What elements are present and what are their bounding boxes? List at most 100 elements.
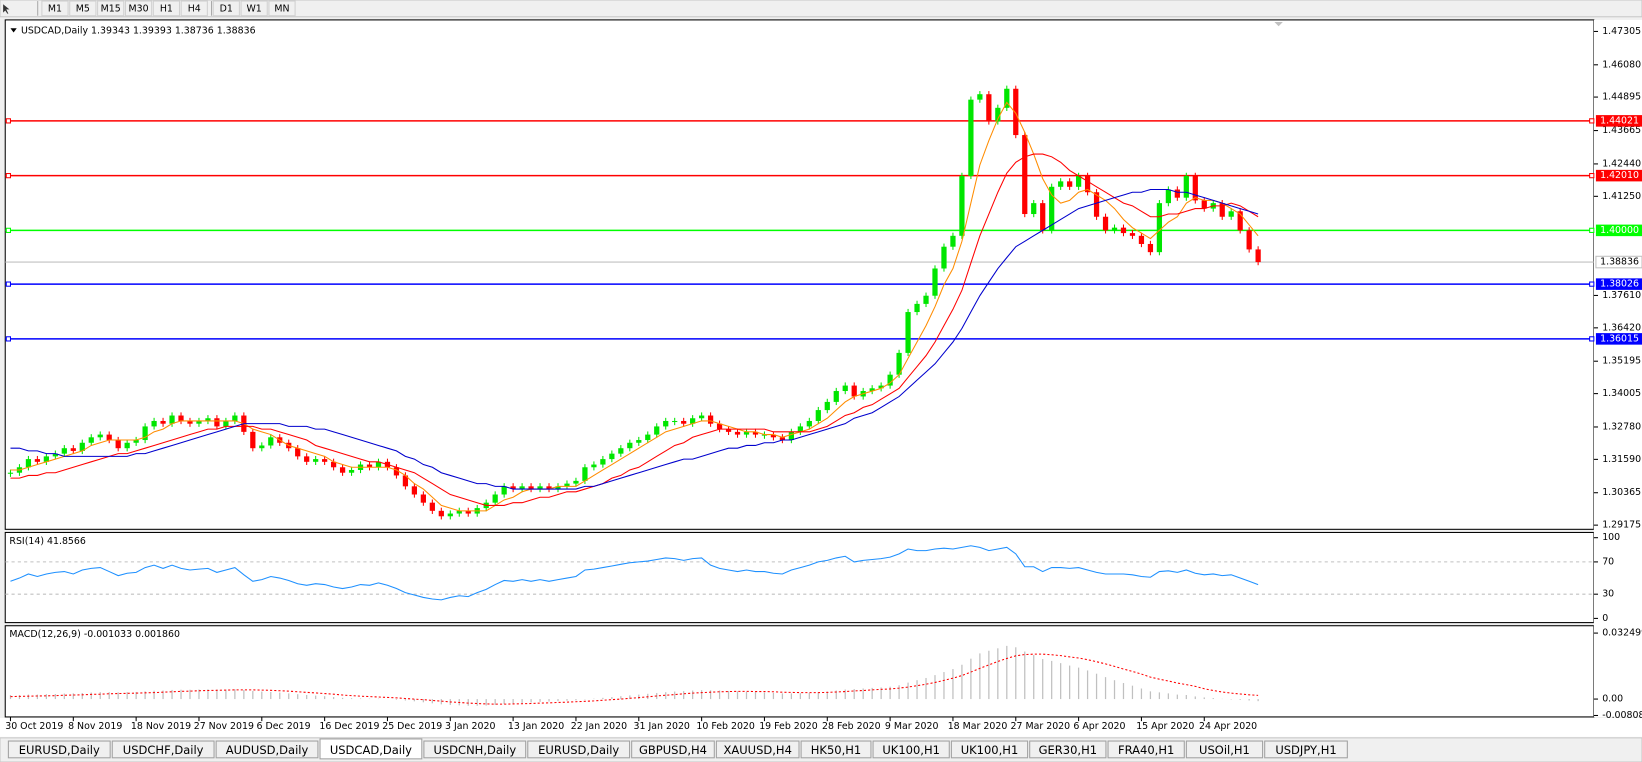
timeframe-label[interactable]: MN xyxy=(274,3,289,14)
tab-frame[interactable] xyxy=(527,740,631,759)
tab-label[interactable]: GBPUSD,H4 xyxy=(639,743,707,757)
tab-frame[interactable] xyxy=(800,740,872,759)
tab-label[interactable]: EURUSD,Daily xyxy=(538,743,619,757)
symbol-tab[interactable]: EURUSD,Daily xyxy=(527,740,631,759)
tab-label[interactable]: USDJPY,H1 xyxy=(1275,743,1336,757)
candle-body xyxy=(537,486,543,490)
symbol-tab[interactable]: USDCHF,Daily xyxy=(111,740,215,759)
tab-frame[interactable] xyxy=(715,740,800,759)
symbol-tab[interactable]: USDCAD,Daily xyxy=(319,738,423,760)
symbol-tab[interactable]: USOil,H1 xyxy=(1185,740,1264,759)
timeframe-button[interactable]: M1 xyxy=(41,0,69,17)
timeframe-label[interactable]: M30 xyxy=(129,3,149,14)
date-axis xyxy=(0,717,1642,737)
symbol-tab[interactable]: GER30,H1 xyxy=(1029,740,1107,759)
timeframe-label[interactable]: M1 xyxy=(48,3,62,14)
tab-frame[interactable] xyxy=(423,740,527,759)
timeframe-button[interactable]: D1 xyxy=(212,0,240,17)
candle-body xyxy=(743,431,750,435)
candle-body xyxy=(959,175,965,236)
tab-frame[interactable] xyxy=(950,740,1029,759)
tab-frame[interactable] xyxy=(1107,740,1185,759)
tab-frame[interactable] xyxy=(111,740,215,759)
rsi-header: RSI(14) 41.8566 xyxy=(9,535,85,546)
tab-label[interactable]: FRA40,H1 xyxy=(1118,743,1174,757)
timeframe-button-frame[interactable] xyxy=(180,0,208,17)
timeframe-label[interactable]: W1 xyxy=(247,3,262,14)
timeframe-button-frame[interactable] xyxy=(124,0,153,17)
timeframe-button-frame[interactable] xyxy=(41,0,69,17)
timeframe-label[interactable]: M5 xyxy=(76,3,90,14)
timeframe-label[interactable]: H4 xyxy=(188,3,201,14)
timeframe-button[interactable]: W1 xyxy=(240,0,268,17)
candle-body xyxy=(573,480,579,484)
tab-frame[interactable] xyxy=(1264,740,1348,759)
timeframe-button[interactable]: M15 xyxy=(97,0,125,17)
tab-label[interactable]: GER30,H1 xyxy=(1039,743,1097,757)
timeframe-label[interactable]: M15 xyxy=(101,3,121,14)
last-price-box xyxy=(1595,255,1642,269)
symbol-tab[interactable]: UK100,H1 xyxy=(872,740,950,759)
tab-frame[interactable] xyxy=(631,740,715,759)
timeframe-label[interactable]: H1 xyxy=(160,3,173,14)
timeframe-button-frame[interactable] xyxy=(152,0,181,17)
timeframe-button[interactable]: M5 xyxy=(69,0,97,17)
timeframe-button[interactable]: H4 xyxy=(180,0,208,17)
tab-label[interactable]: EURUSD,Daily xyxy=(19,743,100,757)
tab-label[interactable]: USOil,H1 xyxy=(1199,743,1250,757)
symbol-tab[interactable]: USDCNH,Daily xyxy=(423,740,527,759)
tab-label[interactable]: HK50,H1 xyxy=(811,743,861,757)
timeframe-button-frame[interactable] xyxy=(97,0,125,17)
tab-label[interactable]: XAUUSD,H4 xyxy=(723,743,791,757)
tab-frame[interactable] xyxy=(319,738,423,760)
tab-label[interactable]: USDCAD,Daily xyxy=(330,743,412,757)
candle-body xyxy=(896,352,902,375)
timeframe-button[interactable]: M30 xyxy=(124,0,153,17)
symbol-tab[interactable]: GBPUSD,H4 xyxy=(631,740,715,759)
candle-body xyxy=(169,415,175,424)
macd-header: MACD(12,26,9) -0.001033 0.001860 xyxy=(9,629,180,640)
timeframe-button[interactable]: H1 xyxy=(152,0,181,17)
timeframe-button-frame[interactable] xyxy=(69,0,97,17)
timeframe-button-frame[interactable] xyxy=(212,0,240,17)
symbol-tab[interactable]: UK100,H1 xyxy=(950,740,1029,759)
indicator-value: 0.001860 xyxy=(135,629,180,640)
tab-frame[interactable] xyxy=(872,740,950,759)
tab-label[interactable]: UK100,H1 xyxy=(961,743,1019,757)
tab-label[interactable]: UK100,H1 xyxy=(882,743,940,757)
moving-average-line xyxy=(10,101,1259,512)
candle-body xyxy=(699,415,705,419)
tab-label[interactable]: USDCHF,Daily xyxy=(123,743,204,757)
shift-marker xyxy=(1274,22,1283,27)
x-tick-label: 13 Jan 2020 xyxy=(508,721,564,732)
tab-frame[interactable] xyxy=(1185,740,1264,759)
tab-frame[interactable] xyxy=(1029,740,1107,759)
symbol-tab[interactable]: AUDUSD,Daily xyxy=(215,740,319,759)
symbol-tab[interactable]: HK50,H1 xyxy=(800,740,872,759)
timeframe-button-frame[interactable] xyxy=(268,0,296,17)
tab-frame[interactable] xyxy=(215,740,319,759)
ohlc-value: 1.39343 xyxy=(91,25,130,36)
moving-average-line xyxy=(10,153,1259,506)
symbol-tab[interactable]: FRA40,H1 xyxy=(1107,740,1185,759)
tab-frame[interactable] xyxy=(7,740,111,759)
candle-body xyxy=(663,420,669,427)
ohlc-value: 1.39393 xyxy=(133,25,172,36)
candle-body xyxy=(187,420,193,424)
timeframe-button[interactable]: MN xyxy=(268,0,296,17)
y-tick-label: 1.47305 xyxy=(1602,26,1641,37)
level-handle xyxy=(5,281,11,287)
candle-body xyxy=(995,107,1001,122)
symbol: USDCAD,Daily xyxy=(21,25,89,36)
indicator-value: 41.8566 xyxy=(47,535,86,546)
tab-label[interactable]: AUDUSD,Daily xyxy=(226,743,309,757)
symbol-tab[interactable]: EURUSD,Daily xyxy=(7,740,111,759)
timeframe-button-frame[interactable] xyxy=(240,0,268,17)
timeframe-label[interactable]: D1 xyxy=(220,3,233,14)
symbol-tab[interactable]: XAUUSD,H4 xyxy=(715,740,800,759)
tab-label[interactable]: USDCNH,Daily xyxy=(433,743,516,757)
symbol-tab[interactable]: USDJPY,H1 xyxy=(1264,740,1348,759)
candle-body xyxy=(761,434,768,436)
candle-body xyxy=(61,448,67,454)
